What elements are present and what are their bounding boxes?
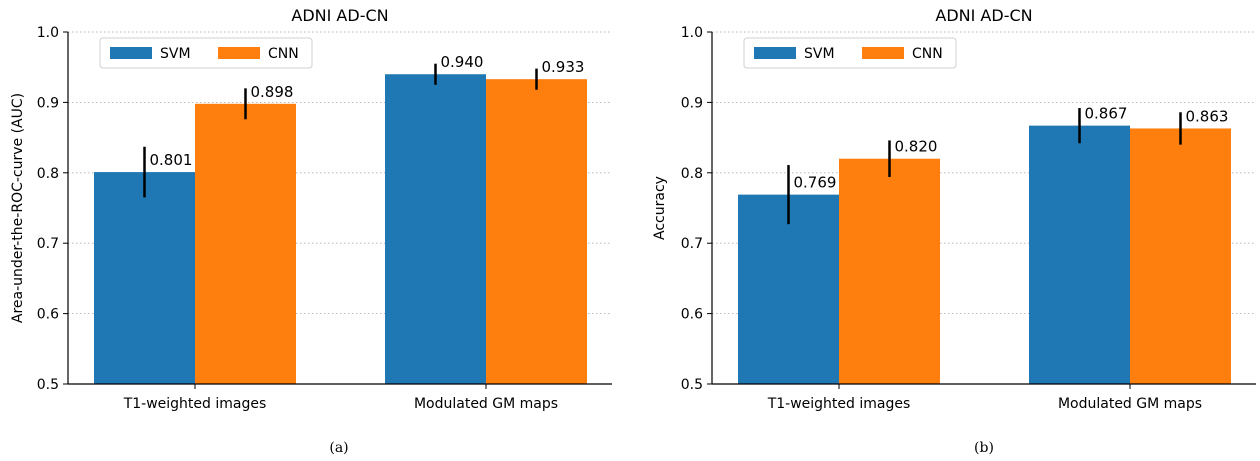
legend-box [99, 37, 313, 69]
figure-caption: (b) [974, 440, 994, 456]
legend-label-cnn: CNN [268, 46, 299, 62]
data-label: 0.867 [1085, 105, 1128, 123]
y-tick-label: 0.6 [681, 307, 703, 323]
data-label: 0.898 [251, 83, 294, 101]
bar-svm-gm [385, 74, 486, 385]
bar-svm-gm [1029, 125, 1130, 384]
y-axis-label: Accuracy [652, 176, 668, 240]
data-label: 0.801 [150, 151, 193, 169]
bar-cnn-t1 [195, 103, 296, 385]
data-label: 0.933 [542, 58, 585, 76]
data-label: 0.769 [794, 174, 837, 192]
legend-swatch-cnn [862, 47, 904, 59]
bar-cnn-gm [1130, 128, 1231, 384]
y-tick-label: 0.9 [681, 95, 703, 111]
data-label: 0.820 [895, 138, 938, 156]
y-tick-label: 1.0 [37, 25, 59, 41]
y-tick-label: 0.8 [37, 166, 59, 182]
legend-label-cnn: CNN [912, 46, 943, 62]
legend-swatch-svm [754, 47, 796, 59]
legend-swatch-cnn [218, 47, 260, 59]
legend-box [743, 37, 957, 69]
figure-caption: (a) [329, 440, 348, 456]
chart-panel-auc: 0.5 0.6 0.7 0.8 0.9 1.0 0.801 0.898 T1-weighted … [10, 6, 612, 456]
data-label: 0.863 [1186, 107, 1229, 125]
x-tick-label: Modulated GM maps [1058, 396, 1202, 412]
chart-title: ADNI AD-CN [291, 6, 388, 25]
legend-swatch-svm [110, 47, 152, 59]
data-label: 0.940 [441, 53, 484, 71]
y-tick-label: 0.7 [681, 236, 703, 252]
y-tick-label: 1.0 [681, 25, 703, 41]
legend-label-svm: SVM [160, 46, 191, 62]
chart-panel-accuracy: 0.5 0.6 0.7 0.8 0.9 1.0 0.769 0.820 T1-weighted … [652, 6, 1256, 456]
x-tick-label: T1-weighted images [123, 396, 267, 412]
bar-svm-t1 [94, 172, 195, 384]
bar-cnn-gm [486, 79, 587, 384]
y-tick-label: 0.7 [37, 236, 59, 252]
legend-label-svm: SVM [804, 46, 835, 62]
y-tick-label: 0.5 [37, 377, 59, 393]
x-tick-label: T1-weighted images [767, 396, 911, 412]
y-tick-label: 0.6 [37, 307, 59, 323]
y-tick-label: 0.5 [681, 377, 703, 393]
legend: SVM CNN [743, 37, 957, 69]
y-axis-label: Area-under-the-ROC-curve (AUC) [10, 93, 26, 323]
y-tick-label: 0.9 [37, 95, 59, 111]
chart-title: ADNI AD-CN [935, 6, 1032, 25]
bar-svm-t1 [738, 194, 839, 384]
legend: SVM CNN [99, 37, 313, 69]
y-tick-label: 0.8 [681, 166, 703, 182]
x-tick-label: Modulated GM maps [414, 396, 558, 412]
bar-cnn-t1 [839, 158, 940, 384]
